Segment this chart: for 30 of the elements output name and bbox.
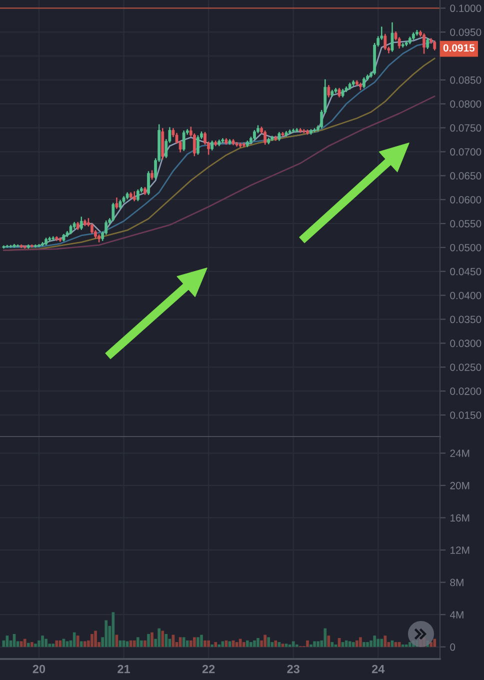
x-tick-label: 21 [118, 664, 130, 674]
annotation: 0.0915 [443, 44, 475, 52]
y-tick-label: 0.0150 [450, 411, 482, 419]
y-tick-label: 0.0700 [450, 148, 482, 156]
y-tick-label: 16M [450, 514, 470, 522]
y-tick-label: 0.0950 [450, 28, 482, 36]
x-tick-label: 22 [202, 664, 215, 674]
y-tick-label: 0.0800 [450, 100, 482, 108]
x-tick-label: 23 [287, 664, 300, 674]
y-tick-label: 0.0850 [450, 76, 482, 84]
y-tick-label: 0.0600 [450, 196, 482, 204]
y-tick-label: 0.0450 [450, 268, 482, 276]
y-tick-label: 0.0350 [450, 316, 482, 324]
y-tick-label: 0.0650 [450, 172, 482, 180]
y-tick-label: 4M [450, 611, 464, 618]
y-tick-label: 0.0550 [450, 220, 482, 228]
y-tick-label: 0 [450, 643, 456, 651]
y-tick-label: 24M [450, 450, 470, 457]
y-tick-label: 8M [450, 578, 464, 586]
y-tick-label: 0.0500 [450, 244, 482, 252]
y-tick-label: 0.0200 [450, 388, 482, 395]
y-tick-label: 0.0300 [450, 340, 482, 348]
y-tick-label: 0.0250 [450, 364, 482, 371]
y-tick-label: 0.0400 [450, 292, 482, 300]
y-tick-label: 0.1000 [450, 4, 482, 12]
x-tick-label: 24 [372, 664, 385, 674]
y-tick-label: 12M [450, 546, 470, 554]
y-tick-label: 20M [450, 482, 470, 490]
x-tick-label: 20 [32, 664, 46, 674]
y-tick-label: 0.0750 [450, 124, 482, 132]
